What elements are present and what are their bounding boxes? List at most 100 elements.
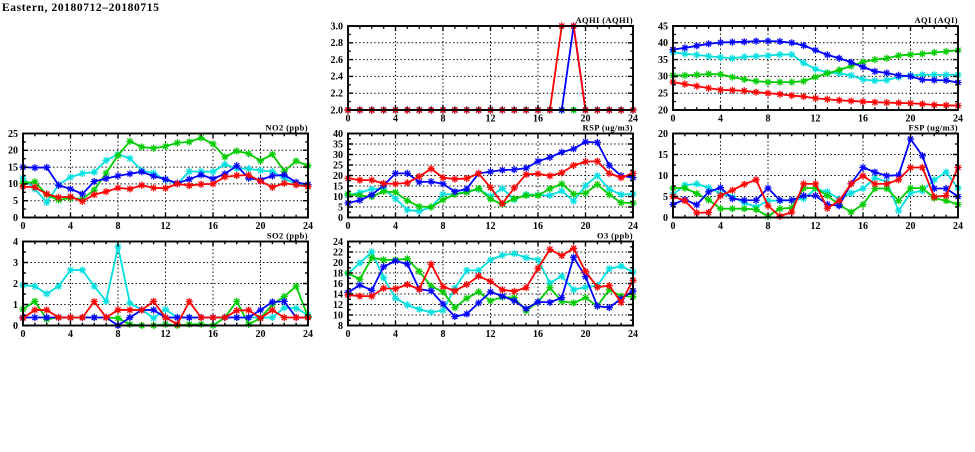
svg-text:3.0: 3.0: [331, 21, 344, 32]
svg-text:0: 0: [13, 321, 18, 332]
svg-text:12: 12: [486, 329, 496, 340]
svg-text:0: 0: [338, 213, 343, 224]
svg-text:8: 8: [116, 329, 121, 340]
svg-text:20: 20: [333, 258, 343, 269]
svg-text:8: 8: [441, 114, 446, 125]
svg-text:4: 4: [393, 329, 398, 340]
svg-text:2.6: 2.6: [331, 55, 344, 66]
svg-text:10: 10: [333, 192, 343, 203]
svg-text:24: 24: [333, 237, 343, 248]
svg-text:Eastern, 20180712–20180715: Eastern, 20180712–20180715: [2, 2, 159, 14]
svg-text:30: 30: [333, 150, 343, 161]
svg-text:24: 24: [628, 114, 638, 125]
svg-text:0: 0: [671, 114, 676, 125]
svg-text:16: 16: [208, 221, 218, 232]
svg-text:8: 8: [441, 329, 446, 340]
svg-text:16: 16: [533, 221, 543, 232]
svg-text:NO2 (ppb): NO2 (ppb): [265, 123, 308, 133]
svg-text:10: 10: [333, 310, 343, 321]
svg-text:0: 0: [346, 329, 351, 340]
svg-text:12: 12: [811, 221, 821, 232]
svg-text:20: 20: [581, 221, 591, 232]
svg-text:24: 24: [303, 221, 313, 232]
svg-text:8: 8: [338, 321, 343, 332]
svg-text:12: 12: [333, 300, 343, 311]
svg-text:5: 5: [338, 202, 343, 213]
svg-text:5: 5: [663, 192, 668, 203]
svg-text:0: 0: [13, 213, 18, 224]
svg-text:4: 4: [718, 114, 723, 125]
svg-text:12: 12: [161, 329, 171, 340]
svg-text:2.4: 2.4: [331, 72, 344, 83]
svg-text:8: 8: [766, 221, 771, 232]
svg-text:35: 35: [658, 55, 668, 66]
svg-text:16: 16: [533, 329, 543, 340]
svg-text:20: 20: [256, 329, 266, 340]
svg-text:25: 25: [333, 160, 343, 171]
svg-text:24: 24: [953, 114, 963, 125]
svg-text:5: 5: [13, 196, 18, 207]
svg-text:20: 20: [658, 105, 668, 116]
svg-text:8: 8: [766, 114, 771, 125]
svg-text:16: 16: [208, 329, 218, 340]
svg-text:14: 14: [333, 289, 343, 300]
svg-text:1: 1: [13, 300, 18, 311]
svg-text:8: 8: [441, 221, 446, 232]
svg-text:22: 22: [333, 247, 343, 258]
svg-text:12: 12: [486, 114, 496, 125]
svg-text:4: 4: [13, 237, 18, 248]
svg-text:0: 0: [671, 221, 676, 232]
svg-text:12: 12: [486, 221, 496, 232]
svg-text:12: 12: [161, 221, 171, 232]
svg-text:4: 4: [68, 221, 73, 232]
svg-text:24: 24: [953, 221, 963, 232]
svg-text:10: 10: [8, 179, 18, 190]
svg-text:0: 0: [21, 221, 26, 232]
svg-text:15: 15: [333, 181, 343, 192]
svg-text:20: 20: [906, 221, 916, 232]
svg-text:20: 20: [256, 221, 266, 232]
svg-text:16: 16: [333, 279, 343, 290]
svg-text:15: 15: [658, 150, 668, 161]
svg-text:24: 24: [628, 221, 638, 232]
svg-text:16: 16: [858, 221, 868, 232]
svg-text:0: 0: [346, 114, 351, 125]
svg-text:RSP (ug/m3): RSP (ug/m3): [583, 123, 633, 133]
svg-text:20: 20: [8, 146, 18, 157]
svg-text:24: 24: [303, 329, 313, 340]
svg-text:2.2: 2.2: [331, 89, 344, 100]
svg-text:15: 15: [8, 162, 18, 173]
svg-text:2.0: 2.0: [331, 105, 344, 116]
svg-text:30: 30: [658, 72, 668, 83]
svg-text:10: 10: [658, 171, 668, 182]
svg-text:4: 4: [718, 221, 723, 232]
svg-text:45: 45: [658, 21, 668, 32]
svg-text:4: 4: [393, 221, 398, 232]
svg-text:20: 20: [906, 114, 916, 125]
svg-text:25: 25: [658, 89, 668, 100]
svg-text:16: 16: [858, 114, 868, 125]
svg-text:AQHI (AQHI): AQHI (AQHI): [575, 15, 633, 25]
svg-text:40: 40: [658, 38, 668, 49]
svg-text:4: 4: [393, 114, 398, 125]
svg-text:20: 20: [658, 129, 668, 140]
svg-text:35: 35: [333, 139, 343, 150]
svg-text:12: 12: [811, 114, 821, 125]
svg-text:O3 (ppb): O3 (ppb): [597, 231, 633, 241]
svg-text:20: 20: [333, 171, 343, 182]
svg-text:0: 0: [663, 213, 668, 224]
svg-text:20: 20: [581, 114, 591, 125]
svg-text:SO2 (ppb): SO2 (ppb): [267, 231, 308, 241]
svg-text:2: 2: [13, 279, 18, 290]
svg-text:16: 16: [533, 114, 543, 125]
svg-text:20: 20: [581, 329, 591, 340]
svg-text:0: 0: [21, 329, 26, 340]
svg-text:2.8: 2.8: [331, 38, 344, 49]
svg-text:40: 40: [333, 129, 343, 140]
svg-text:AQI (AQI): AQI (AQI): [914, 15, 958, 25]
svg-text:4: 4: [68, 329, 73, 340]
svg-text:18: 18: [333, 268, 343, 279]
svg-text:FSP (ug/m3): FSP (ug/m3): [909, 123, 959, 133]
svg-text:8: 8: [116, 221, 121, 232]
svg-text:3: 3: [13, 258, 18, 269]
